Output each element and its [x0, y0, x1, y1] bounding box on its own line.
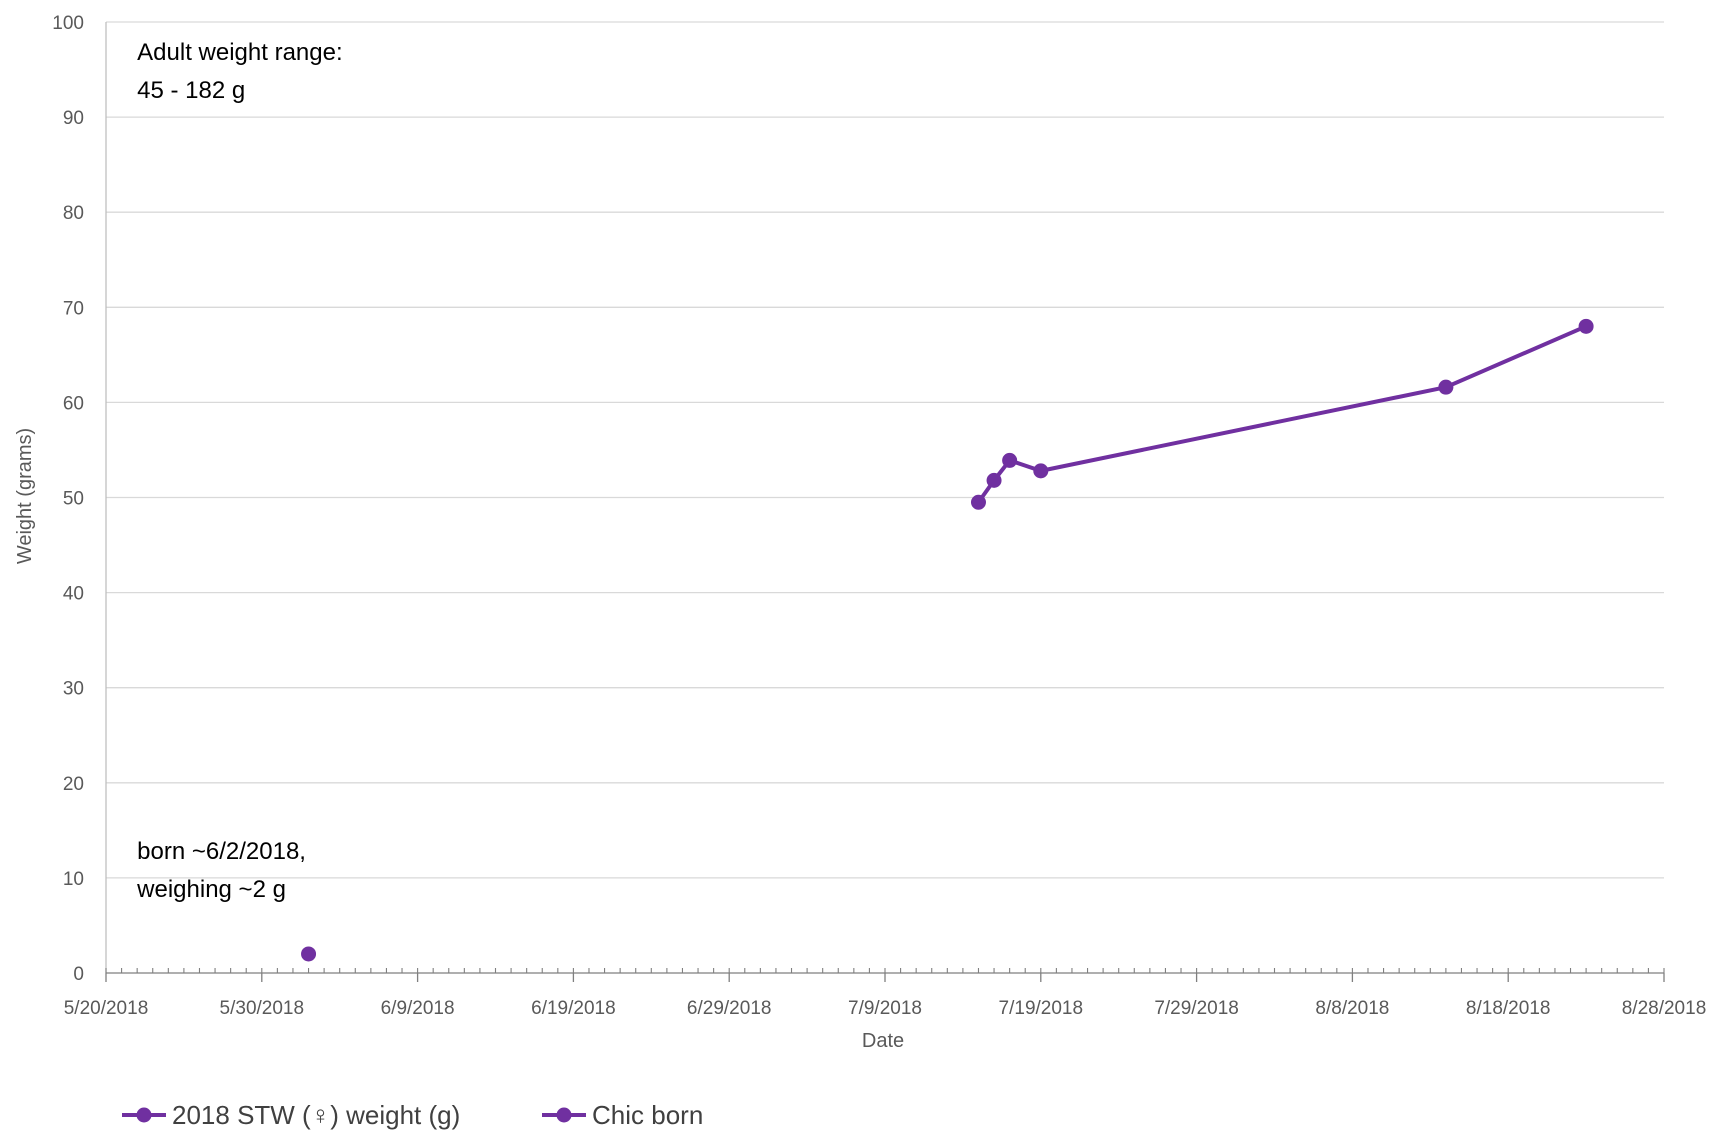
series-1	[301, 946, 317, 962]
x-tick-label: 6/29/2018	[687, 998, 772, 1019]
data-point	[986, 472, 1002, 488]
y-tick-label: 80	[63, 203, 84, 224]
x-tick-label: 6/19/2018	[531, 998, 616, 1019]
y-tick-label: 100	[52, 13, 84, 34]
y-tick-label: 90	[63, 108, 84, 129]
x-tick-label: 7/29/2018	[1154, 998, 1239, 1019]
data-point	[301, 946, 317, 962]
annotation-text: 45 - 182 g	[137, 77, 245, 104]
series-0	[970, 318, 1594, 510]
legend-item-0: 2018 STW (♀) weight (g)	[122, 1100, 460, 1130]
y-tick-label: 0	[73, 964, 84, 985]
data-point	[1002, 452, 1018, 468]
x-tick-label: 8/8/2018	[1315, 998, 1389, 1019]
legend-label: Chic born	[592, 1100, 703, 1130]
y-tick-label: 10	[63, 869, 84, 890]
data-point	[1033, 463, 1049, 479]
data-point	[1578, 318, 1594, 334]
y-tick-label: 40	[63, 584, 84, 605]
x-tick-label: 8/18/2018	[1466, 998, 1551, 1019]
y-tick-label: 60	[63, 393, 84, 414]
y-tick-label: 70	[63, 298, 84, 319]
y-tick-label: 30	[63, 679, 84, 700]
x-tick-label: 5/30/2018	[220, 998, 305, 1019]
annotation-text: Adult weight range:	[137, 39, 342, 66]
annotations: Adult weight range: 45 - 182 g born ~6/2/2…	[136, 39, 342, 903]
annotation-text: born ~6/2/2018,	[137, 838, 306, 865]
x-axis-title: Date	[862, 1030, 904, 1052]
x-tick-label: 7/9/2018	[848, 998, 922, 1019]
gridlines	[106, 21, 1664, 879]
annotation-text: weighing ~2 g	[136, 876, 286, 903]
x-tick-label: 7/19/2018	[999, 998, 1084, 1019]
data-point	[970, 494, 986, 510]
y-axis-title: Weight (grams)	[14, 428, 36, 564]
axes: 0 10 20 30 40 50 60 70 80 90 100 5/20/2018 5/30/2018…	[52, 13, 1706, 1019]
y-tick-label: 20	[63, 774, 84, 795]
legend-marker	[136, 1107, 152, 1123]
data-point	[1438, 379, 1454, 395]
series	[301, 318, 1594, 962]
y-tick-label: 50	[63, 489, 84, 510]
x-tick-label: 5/20/2018	[64, 998, 149, 1019]
x-tick-label: 8/28/2018	[1622, 998, 1707, 1019]
legend-item-1: Chic born	[542, 1100, 703, 1130]
legend-label: 2018 STW (♀) weight (g)	[172, 1100, 460, 1130]
series-line	[976, 324, 1587, 504]
legend-marker	[556, 1107, 572, 1123]
legend: 2018 STW (♀) weight (g) Chic born	[122, 1100, 703, 1130]
x-tick-label: 6/9/2018	[381, 998, 455, 1019]
